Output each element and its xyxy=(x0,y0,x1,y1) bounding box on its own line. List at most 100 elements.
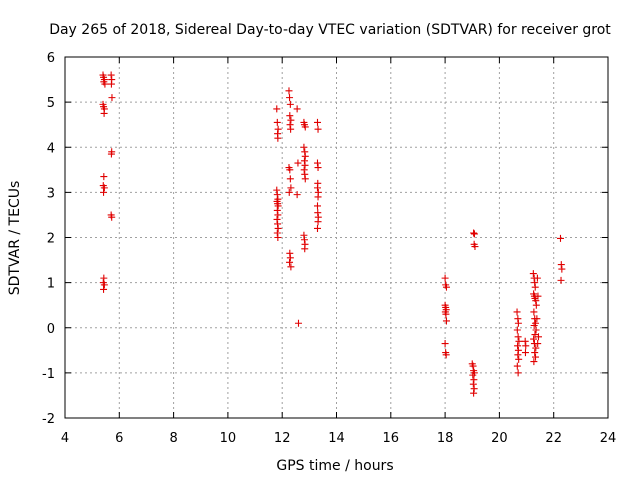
data-point xyxy=(532,344,540,352)
x-tick-label: 20 xyxy=(491,431,508,446)
data-point xyxy=(533,274,541,282)
data-point xyxy=(301,161,309,169)
data-point xyxy=(274,234,282,241)
data-point xyxy=(287,184,295,192)
data-point xyxy=(470,230,478,238)
data-point xyxy=(108,213,116,221)
data-point xyxy=(441,340,449,348)
data-point xyxy=(286,258,294,266)
data-point xyxy=(556,234,564,242)
data-point xyxy=(557,276,565,284)
data-point xyxy=(294,159,302,167)
data-point xyxy=(286,175,294,183)
y-tick-label: 4 xyxy=(47,141,55,156)
x-tick-label: 22 xyxy=(545,431,562,446)
y-tick-label: 3 xyxy=(47,186,55,201)
x-tick-label: 12 xyxy=(274,431,291,446)
data-point xyxy=(314,125,322,133)
data-point xyxy=(273,105,281,113)
data-point xyxy=(442,317,450,325)
data-point xyxy=(300,143,308,151)
data-point xyxy=(286,100,294,108)
data-point xyxy=(313,184,321,192)
data-point xyxy=(469,380,477,388)
data-point xyxy=(313,224,321,232)
data-point xyxy=(532,326,540,334)
y-tick-label: 1 xyxy=(47,277,55,292)
data-point xyxy=(442,283,450,291)
data-point xyxy=(533,315,541,323)
data-point xyxy=(301,152,309,160)
data-point xyxy=(285,87,293,95)
data-point xyxy=(274,224,282,232)
data-point xyxy=(470,229,478,237)
data-point xyxy=(100,188,108,196)
data-point xyxy=(286,254,294,262)
data-point xyxy=(531,349,539,357)
data-point xyxy=(530,321,538,329)
y-tick-label: 2 xyxy=(47,232,55,247)
x-tick-label: 24 xyxy=(600,431,617,446)
data-point xyxy=(314,164,322,172)
y-tick-label: 0 xyxy=(47,322,55,337)
data-point xyxy=(100,184,108,192)
data-point xyxy=(301,245,309,253)
x-tick-label: 14 xyxy=(328,431,345,446)
data-point xyxy=(294,319,302,327)
data-point xyxy=(442,351,450,359)
data-point xyxy=(274,134,282,142)
y-tick-labels: -2 -1 0 1 2 3 4 5 6 xyxy=(42,51,55,427)
data-point xyxy=(521,349,529,357)
data-points xyxy=(99,71,566,397)
data-point xyxy=(531,331,539,339)
data-point xyxy=(442,310,450,318)
data-point xyxy=(530,358,538,366)
data-point xyxy=(514,319,522,327)
data-point xyxy=(286,112,294,120)
data-point xyxy=(469,371,477,379)
data-point xyxy=(522,342,530,350)
data-point xyxy=(515,337,523,345)
data-point xyxy=(470,240,478,248)
x-tick-labels: 4 6 8 10 12 14 16 18 20 22 24 xyxy=(61,431,616,446)
data-point xyxy=(293,105,301,113)
data-point xyxy=(513,362,521,370)
data-point xyxy=(100,173,108,181)
data-point xyxy=(514,369,522,377)
data-point xyxy=(286,166,294,174)
data-point xyxy=(287,116,295,124)
data-point xyxy=(530,335,538,343)
data-point xyxy=(532,353,540,361)
y-tick-label: -2 xyxy=(42,412,55,427)
data-point xyxy=(100,109,108,117)
x-tick-label: 8 xyxy=(169,431,177,446)
data-point xyxy=(514,351,522,359)
data-point xyxy=(285,188,293,196)
data-point xyxy=(107,150,115,158)
data-point xyxy=(287,125,295,133)
data-point xyxy=(100,285,108,293)
x-tick-label: 6 xyxy=(115,431,123,446)
data-point xyxy=(470,389,478,397)
data-point xyxy=(287,263,295,271)
data-point xyxy=(313,202,321,210)
data-point xyxy=(514,333,522,341)
data-point xyxy=(314,218,322,226)
data-point xyxy=(274,202,282,210)
data-point xyxy=(534,292,542,300)
data-point xyxy=(513,326,521,334)
data-point xyxy=(314,193,322,201)
data-point xyxy=(534,333,542,341)
x-tick-label: 4 xyxy=(61,431,69,446)
x-tick-label: 18 xyxy=(437,431,454,446)
data-point xyxy=(273,118,281,126)
data-point xyxy=(532,301,540,309)
data-point xyxy=(301,175,309,183)
data-point xyxy=(529,270,537,278)
y-tick-label: 6 xyxy=(47,51,55,66)
data-point xyxy=(534,340,542,348)
data-point xyxy=(441,274,449,282)
data-point xyxy=(107,80,115,88)
y-tick-label: -1 xyxy=(42,367,55,382)
